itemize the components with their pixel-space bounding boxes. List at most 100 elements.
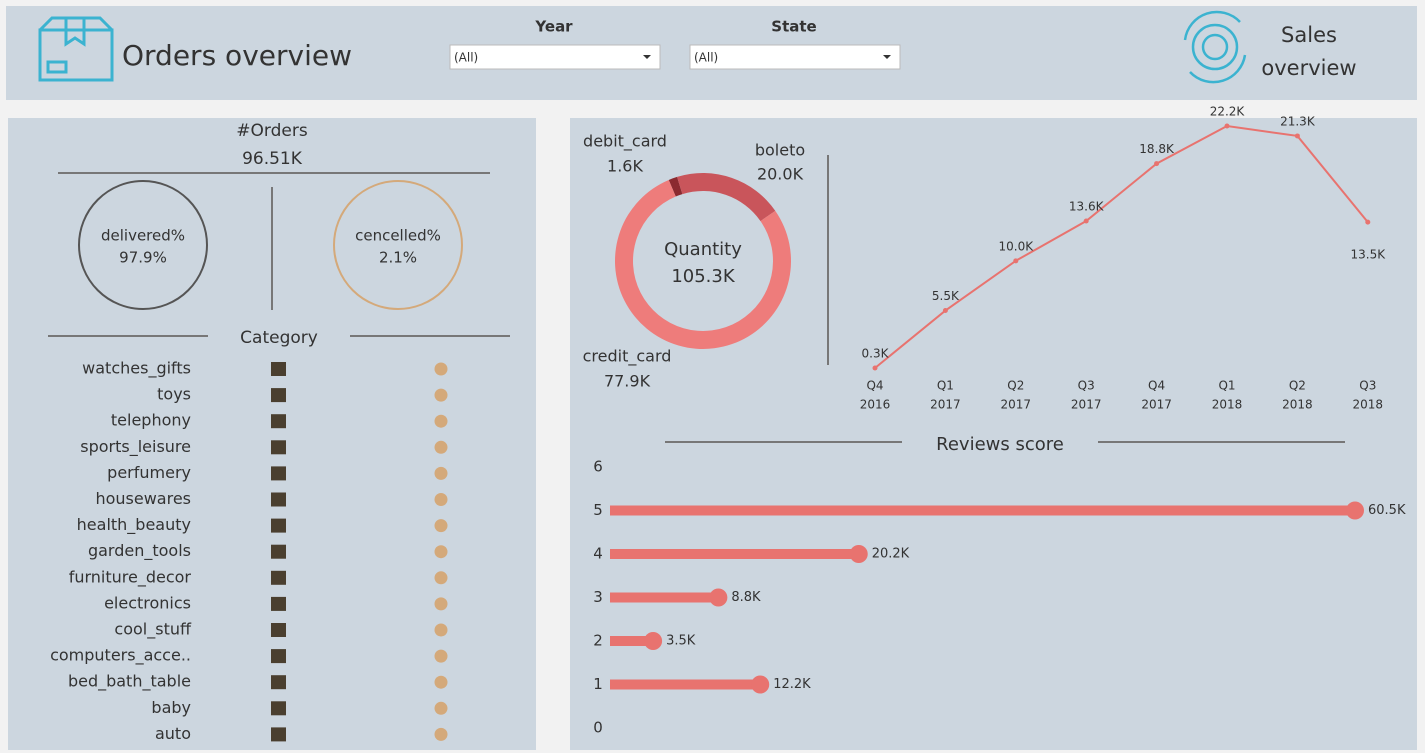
x-tick-year: 2017 — [1071, 398, 1102, 412]
x-tick-quarter: Q1 — [1218, 379, 1235, 393]
gear-icon — [1183, 10, 1247, 84]
donut-center-title: Quantity — [664, 239, 742, 260]
segment-name: boleto — [755, 141, 805, 160]
filter-dropdown[interactable] — [689, 44, 901, 70]
category-name: furniture_decor — [69, 567, 192, 587]
category-square — [271, 596, 286, 611]
sales-button-line1[interactable]: Sales — [1281, 23, 1337, 47]
line-value-label: 10.0K — [999, 239, 1035, 253]
sales-button-line2[interactable]: overview — [1261, 56, 1356, 80]
category-dot — [434, 388, 448, 402]
line-point — [872, 365, 878, 371]
category-square — [271, 492, 286, 507]
review-bar — [610, 549, 859, 559]
category-dot — [434, 545, 448, 559]
reviews-title: Reviews score — [936, 434, 1064, 455]
category-name: bed_bath_table — [68, 672, 191, 692]
donut-segment — [668, 176, 683, 197]
line-value-label: 18.8K — [1139, 142, 1175, 156]
review-bar — [610, 636, 654, 646]
y-tick-label: 4 — [593, 545, 603, 563]
category-dot — [434, 701, 448, 715]
review-bar — [610, 592, 719, 603]
line-value-label: 22.2K — [1210, 105, 1246, 119]
category-name: housewares — [95, 489, 191, 508]
cancelled-circle — [333, 180, 463, 310]
segment-name: credit_card — [583, 347, 672, 367]
category-square — [271, 675, 286, 690]
x-tick-quarter: Q4 — [1148, 379, 1165, 393]
review-value-label: 20.2K — [872, 547, 910, 562]
line-value-label: 0.3K — [862, 347, 890, 361]
cancelled-label: cencelled% — [355, 227, 441, 245]
y-tick-label: 1 — [593, 675, 603, 693]
category-square — [271, 518, 286, 533]
category-square — [271, 414, 286, 429]
filter-label: State — [771, 18, 816, 36]
category-square — [271, 727, 286, 742]
segment-value: 1.6K — [607, 157, 643, 176]
category-name: health_beauty — [77, 515, 191, 535]
category-square — [271, 544, 286, 559]
x-tick-year: 2017 — [930, 398, 961, 412]
segment-name: debit_card — [583, 132, 667, 152]
line-point — [1365, 219, 1371, 225]
line-value-label: 13.5K — [1351, 248, 1387, 262]
category-name: auto — [155, 724, 191, 743]
page-title: Orders overview — [122, 39, 352, 72]
category-name: cool_stuff — [114, 620, 192, 640]
review-dot — [709, 588, 728, 607]
review-value-label: 60.5K — [1368, 503, 1406, 518]
category-name: telephony — [111, 411, 191, 430]
category-dot — [434, 571, 448, 585]
line-point — [1294, 133, 1300, 139]
category-name: toys — [157, 385, 191, 404]
category-dot — [434, 675, 448, 689]
line-point — [1013, 258, 1019, 264]
review-dot — [644, 632, 663, 650]
review-dot — [849, 545, 868, 563]
delivered-label: delivered% — [101, 227, 185, 245]
category-title: Category — [240, 328, 318, 348]
filter-dropdown[interactable] — [449, 44, 661, 70]
line-point — [1154, 161, 1160, 167]
category-square — [271, 570, 286, 585]
x-tick-quarter: Q3 — [1359, 379, 1376, 393]
x-tick-quarter: Q2 — [1289, 379, 1306, 393]
line-value-label: 5.5K — [932, 289, 960, 303]
y-tick-label: 3 — [593, 588, 603, 606]
category-name: baby — [151, 698, 191, 717]
category-square — [271, 466, 286, 481]
y-tick-label: 6 — [593, 458, 603, 476]
filter-value[interactable]: (All) — [694, 51, 718, 65]
line-point — [942, 308, 948, 314]
donut-center-value: 105.3K — [671, 266, 736, 287]
category-name: perfumery — [107, 463, 191, 482]
cancelled-value: 2.1% — [379, 249, 417, 267]
category-square — [271, 623, 286, 637]
line-value-label: 13.6K — [1069, 200, 1105, 214]
filter-value[interactable]: (All) — [454, 51, 478, 65]
category-square — [271, 362, 286, 376]
category-dot — [434, 623, 448, 637]
category-square — [271, 701, 286, 716]
dropdown-arrow[interactable] — [883, 55, 891, 59]
dropdown-arrow[interactable] — [643, 55, 651, 59]
y-tick-label: 5 — [593, 501, 603, 519]
filter-label: Year — [534, 18, 573, 36]
review-value-label: 12.2K — [773, 677, 811, 692]
orders-value: 96.51K — [242, 149, 303, 169]
category-dot — [434, 466, 448, 480]
orders-title: #Orders — [236, 121, 308, 141]
review-bar — [610, 679, 761, 690]
x-tick-year: 2018 — [1282, 398, 1313, 412]
right-panel — [570, 118, 1417, 750]
review-bar — [610, 505, 1355, 516]
x-tick-year: 2016 — [860, 398, 891, 412]
category-name: electronics — [104, 593, 191, 612]
category-name: garden_tools — [88, 541, 191, 561]
x-tick-year: 2017 — [1141, 398, 1172, 412]
